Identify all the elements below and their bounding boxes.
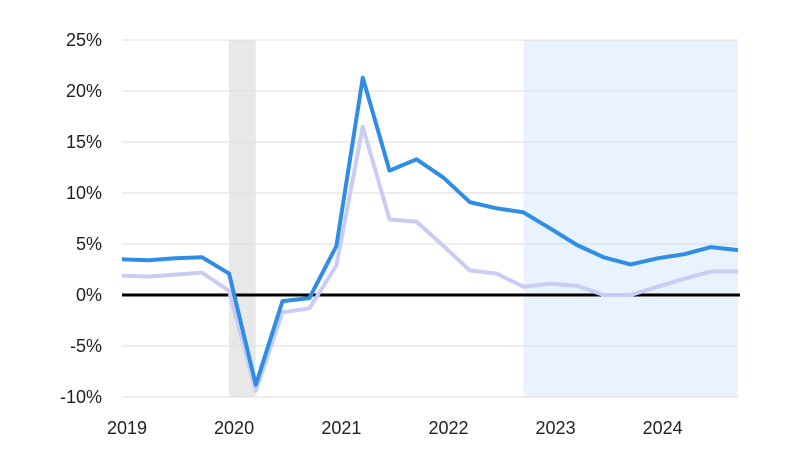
y-tick-label: 0% (76, 285, 102, 305)
x-tick-label: 2019 (107, 418, 147, 438)
series-lines (121, 75, 739, 393)
x-tick-label: 2022 (428, 418, 468, 438)
x-tick-label: 2021 (321, 418, 361, 438)
shaded-regions (229, 40, 738, 397)
x-axis-tick-labels: 2019 2020 2021 2022 2023 2024 (107, 418, 683, 438)
y-tick-label: -5% (70, 336, 102, 356)
x-tick-label: 2024 (643, 418, 683, 438)
series-line-1 (121, 75, 739, 387)
y-tick-label: -10% (60, 387, 102, 407)
y-tick-label: 25% (66, 30, 102, 50)
shaded-region-1 (523, 40, 738, 397)
series-line-0 (121, 124, 738, 393)
y-tick-label: 5% (76, 234, 102, 254)
y-tick-label: 10% (66, 183, 102, 203)
x-tick-label: 2020 (214, 418, 254, 438)
y-axis-tick-labels: 25% 20% 15% 10% 5% 0% -5% -10% (60, 30, 102, 407)
y-tick-label: 20% (66, 81, 102, 101)
y-tick-label: 15% (66, 132, 102, 152)
x-tick-label: 2023 (536, 418, 576, 438)
gridlines (122, 39, 738, 398)
